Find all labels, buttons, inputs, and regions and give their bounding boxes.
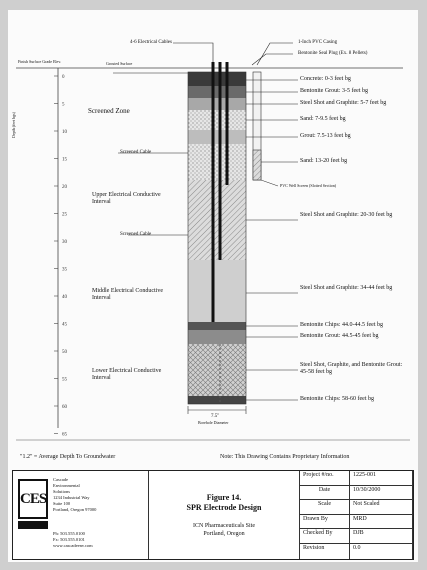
company-address: Cascade Environmental Solutions 1234 Ind…: [53, 477, 97, 513]
layer-sand-lower: [188, 144, 246, 180]
legend-text: "1.2" = Average Depth To Groundwater: [20, 454, 116, 460]
ground-surface-label: Grouted Surface: [106, 61, 133, 66]
info-value: Not Scaled: [350, 500, 413, 515]
zone-label-3: Screened Cable: [120, 232, 152, 237]
diameter-label: Borehole Diameter: [198, 420, 229, 425]
depth-tick-label: 30: [62, 240, 68, 245]
info-label: Date: [300, 485, 350, 501]
zone-label-1: Screened Cable: [120, 150, 152, 155]
depth-tick-label: 20: [62, 185, 68, 190]
layer-bentonite-chips: [188, 322, 246, 330]
electrode-cross-section: 0 5 10 15 20 25 30 35 40 45 50 55 60 65: [16, 42, 410, 441]
drawing-sheet: 0 5 10 15 20 25 30 35 40 45 50 55 60 65: [8, 10, 418, 562]
material-label-7: Steel Shot and Graphite: 34-44 feet bg: [300, 285, 393, 291]
zone-label-2: Upper Electrical Conductive Interval: [92, 192, 161, 206]
material-label-0: Concrete: 0-3 feet bg: [300, 76, 351, 82]
surface-elevation-label: Finish Surface Grade Elev.: [18, 59, 62, 64]
pvc-well-screen: [252, 149, 262, 181]
layer-grout: [188, 130, 246, 144]
depth-axis-ticks: 0 5 10 15 20 25 30 35 40 45 50 55 60 65: [54, 75, 68, 438]
material-label-4: Grout: 7.5-13 feet bg: [300, 133, 351, 139]
material-label-8: Bentonite Chips: 44.0-44.5 feet bg: [300, 322, 383, 328]
layer-steel-shot-middle: [188, 180, 246, 260]
zone-label-5: Lower Electrical Conductive Interval: [92, 368, 162, 382]
material-label-2: Steel Shot and Graphite: 5-7 feet bg: [300, 100, 387, 106]
material-label-3: Sand: 7-9.5 feet bg: [300, 116, 346, 122]
layer-bottom-chips: [188, 396, 246, 404]
depth-tick-label: 60: [62, 405, 68, 410]
depth-tick-label: 15: [62, 158, 68, 163]
info-value: 0.0: [350, 544, 413, 559]
layer-bentonite-grout-lower: [188, 330, 246, 344]
layer-concrete: [188, 72, 246, 86]
material-leaders: [246, 79, 298, 401]
depth-tick-label: 25: [62, 213, 68, 218]
material-label-11: Bentonite Chips: 58-60 feet bg: [300, 396, 374, 402]
electrode-cables: [211, 62, 229, 322]
borehole-column: [187, 71, 247, 405]
material-label-10: Steel Shot, Graphite, and Bentonite Grou…: [300, 362, 403, 376]
info-label: Checked By: [300, 529, 350, 544]
depth-axis-label: Depth (feet bgs): [11, 112, 16, 138]
layer-steel-shot-lower: [188, 260, 246, 322]
diameter-value: 7.5": [211, 414, 220, 419]
company-contact: Ph: 503.555.0100 Fx: 503.555.0101 www.ca…: [53, 531, 93, 549]
info-value: MRD: [350, 514, 413, 530]
logo-bar: [18, 521, 48, 529]
material-label-9: Bentonite Grout: 44.5-45 feet bg: [300, 333, 379, 339]
layer-bentonite-grout-upper: [188, 86, 246, 98]
material-label-5: Sand: 13-20 feet bg: [300, 158, 348, 164]
info-label: Scale: [300, 500, 350, 515]
zone-label-0: Screened Zone: [88, 107, 130, 115]
casing-label: 1-Inch PVC Casing: [298, 40, 338, 45]
title-block: CES Cascade Environmental Solutions 1234…: [12, 470, 414, 560]
depth-tick-label: 55: [62, 378, 68, 383]
company-cell: CES Cascade Environmental Solutions 1234…: [13, 471, 149, 559]
cables-label: 4-6 Electrical Cables: [130, 40, 172, 45]
info-value: DJB: [350, 529, 413, 544]
figure-subtitle: SPR Electrode Design: [186, 503, 262, 512]
info-label: Project #/no.: [300, 471, 350, 486]
layer-steel-shot-upper: [188, 98, 246, 110]
figure-site: ICN Pharmaceuticals Site: [193, 523, 255, 529]
info-value: 1225-001: [350, 471, 413, 486]
depth-tick-label: 50: [62, 350, 68, 355]
well-screen-note: PVC Well Screen (Slotted Section): [280, 183, 337, 188]
seal-label: Bentonite Seal Plug (Ex. 8 Pellets): [298, 51, 368, 56]
depth-tick-label: 5: [62, 103, 65, 108]
depth-tick-label: 40: [62, 295, 68, 300]
figure-cell: Figure 14. SPR Electrode Design ICN Phar…: [149, 471, 300, 559]
figure-location: Portland, Oregon: [203, 531, 245, 537]
leader-seal: [251, 53, 293, 66]
info-label: Drawn By: [300, 514, 350, 530]
layer-sand-upper: [188, 110, 246, 130]
depth-tick-label: 10: [62, 130, 68, 135]
material-label-6: Steel Shot and Graphite: 20-30 feet bg: [300, 212, 393, 218]
info-value: 10/30/2000: [350, 485, 413, 501]
depth-tick-label: 45: [62, 323, 68, 328]
info-table: Project #/no. 1225-001 Date 10/30/2000 S…: [300, 471, 413, 559]
depth-tick-label: 0: [62, 75, 65, 80]
company-logo: CES: [18, 479, 48, 519]
info-label: Revision: [300, 544, 350, 559]
figure-title: Figure 14.: [206, 493, 242, 502]
proprietary-notice: Note: This Drawing Contains Proprietary …: [220, 454, 350, 460]
depth-tick-label: 65: [62, 433, 68, 438]
leader-cables: [173, 42, 214, 62]
layer-steel-graphite-grout: [188, 344, 246, 396]
material-label-1: Bentonite Grout: 3-5 feet bg: [300, 88, 368, 94]
depth-tick-label: 35: [62, 268, 68, 273]
zone-label-4: Middle Electrical Conductive Interval: [92, 288, 163, 302]
